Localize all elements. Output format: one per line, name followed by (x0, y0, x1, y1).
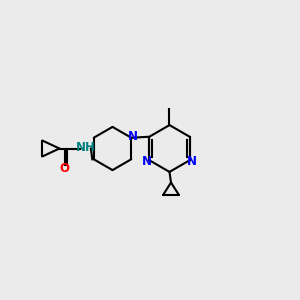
Text: O: O (59, 161, 70, 175)
Text: N: N (128, 130, 138, 143)
Text: NH: NH (76, 141, 95, 154)
Text: N: N (142, 155, 152, 168)
Text: N: N (187, 155, 197, 168)
